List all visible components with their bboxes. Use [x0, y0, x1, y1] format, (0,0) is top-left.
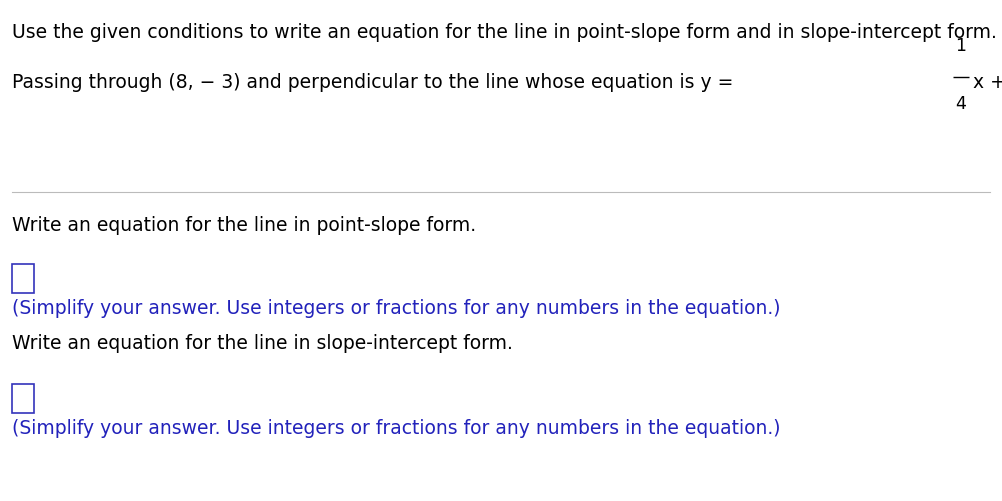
Text: 4: 4 — [955, 95, 966, 113]
Text: (Simplify your answer. Use integers or fractions for any numbers in the equation: (Simplify your answer. Use integers or f… — [12, 298, 781, 317]
Text: Use the given conditions to write an equation for the line in point-slope form a: Use the given conditions to write an equ… — [12, 23, 997, 42]
Text: (Simplify your answer. Use integers or fractions for any numbers in the equation: (Simplify your answer. Use integers or f… — [12, 418, 781, 437]
Text: x + 3: x + 3 — [973, 73, 1002, 92]
Bar — [12, 384, 34, 413]
Text: Write an equation for the line in slope-intercept form.: Write an equation for the line in slope-… — [12, 333, 513, 352]
Text: Passing through (8, − 3) and perpendicular to the line whose equation is y =: Passing through (8, − 3) and perpendicul… — [12, 73, 739, 92]
Bar — [12, 264, 34, 293]
Text: Write an equation for the line in point-slope form.: Write an equation for the line in point-… — [12, 215, 476, 234]
Text: 1: 1 — [955, 37, 966, 55]
